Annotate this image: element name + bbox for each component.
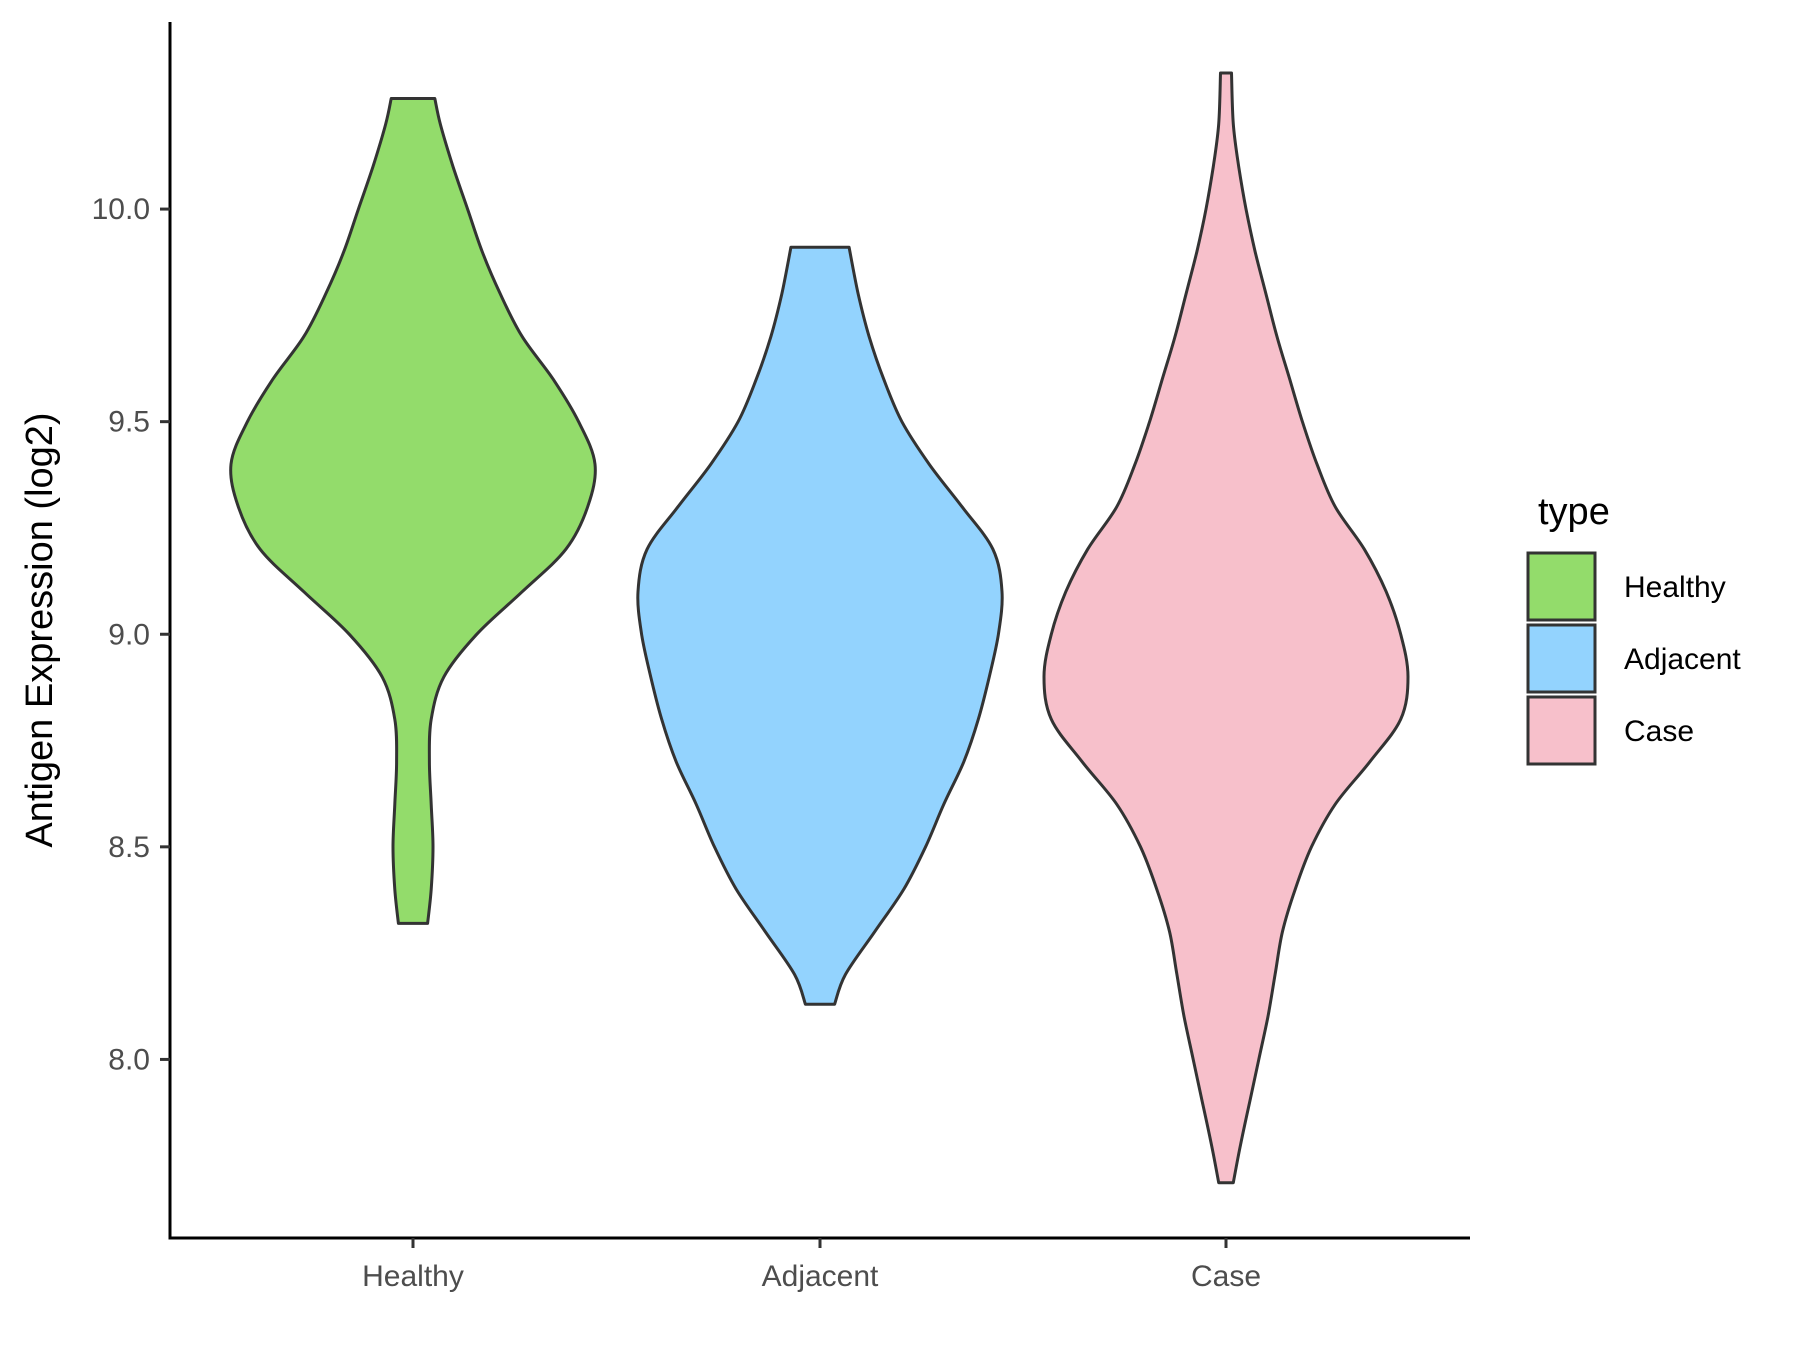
legend: type Healthy Adjacent Case	[1526, 491, 1741, 766]
y-tick-label: 8.0	[108, 1043, 150, 1076]
violin-case	[1042, 71, 1410, 1185]
legend-swatch-healthy	[1526, 551, 1597, 622]
legend-label-healthy: Healthy	[1624, 571, 1726, 604]
violin-layer	[229, 71, 1410, 1185]
y-tick-label: 9.5	[108, 406, 150, 439]
x-ticks: Healthy Adjacent Case	[362, 1238, 1261, 1293]
y-tick-label: 8.5	[108, 831, 150, 864]
violin-adjacent	[636, 245, 1004, 1006]
y-ticks: 8.0 8.5 9.0 9.5 10.0	[92, 193, 170, 1076]
y-axis-title: Antigen Expression (log2)	[19, 412, 61, 847]
legend-swatch-adjacent	[1526, 623, 1597, 694]
y-tick-label: 10.0	[92, 193, 150, 226]
legend-entries: Healthy Adjacent Case	[1526, 551, 1741, 766]
x-tick-label: Healthy	[362, 1260, 464, 1293]
y-tick-label: 9.0	[108, 618, 150, 651]
x-tick-label: Case	[1191, 1260, 1261, 1293]
legend-swatch-case	[1526, 695, 1597, 766]
violin-healthy	[229, 97, 597, 925]
legend-label-adjacent: Adjacent	[1624, 643, 1741, 676]
legend-title: type	[1538, 491, 1610, 533]
x-tick-label: Adjacent	[762, 1260, 879, 1293]
legend-label-case: Case	[1624, 715, 1694, 748]
